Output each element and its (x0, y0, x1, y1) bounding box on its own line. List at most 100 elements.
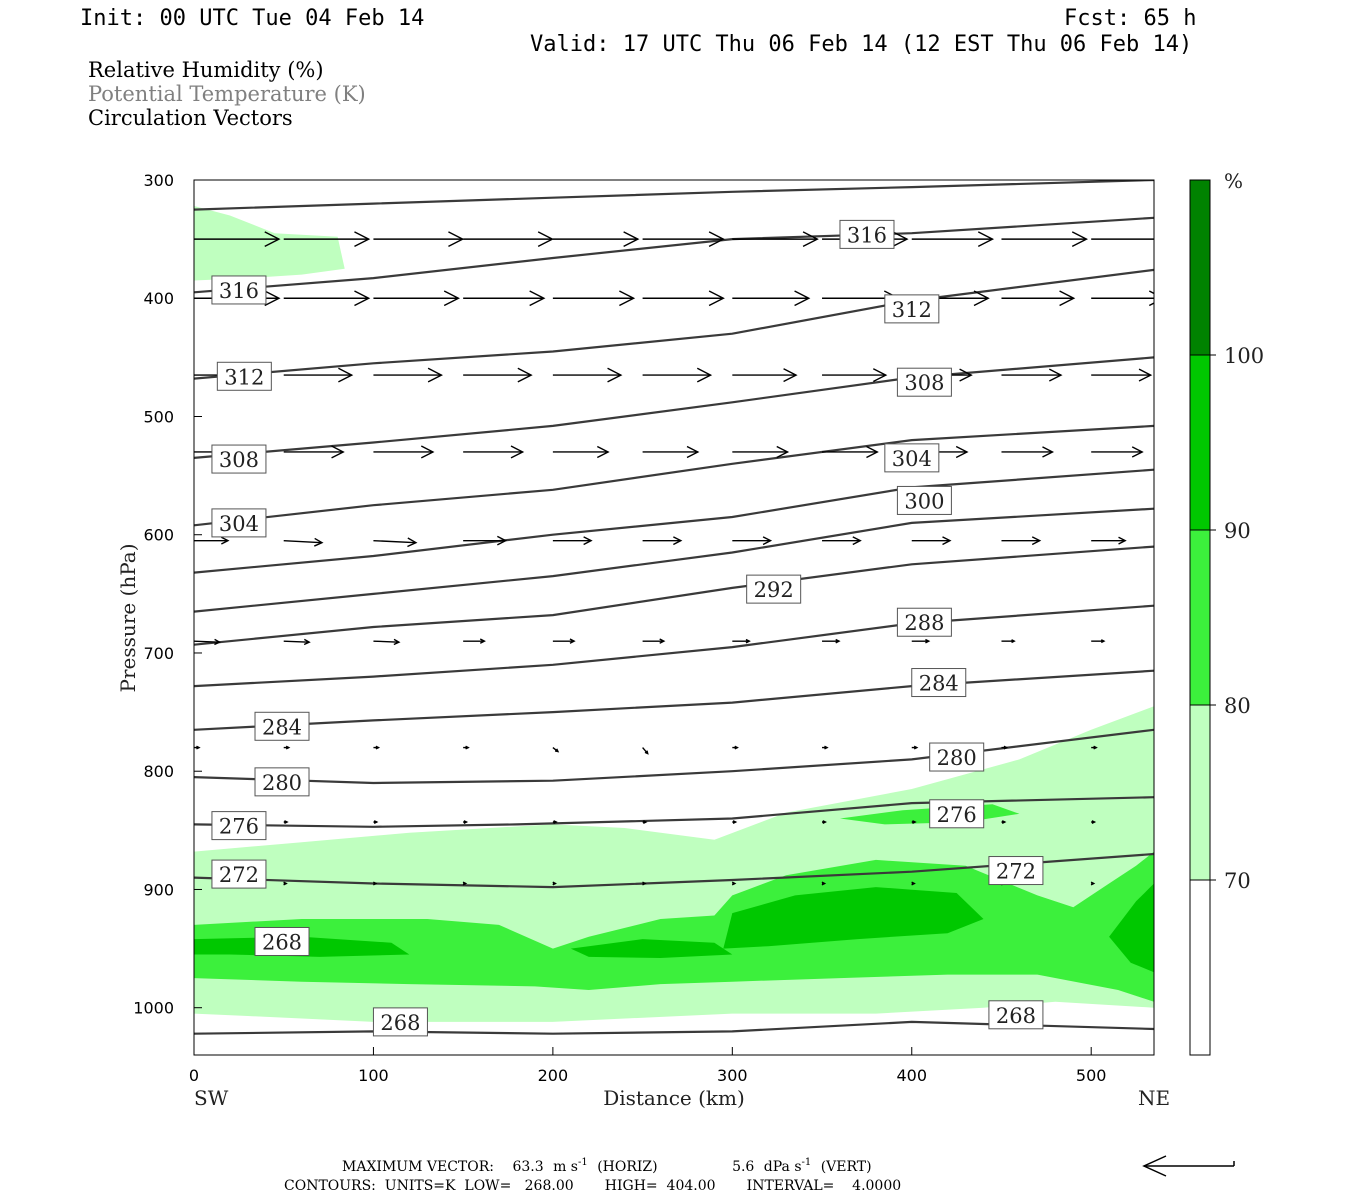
vector-arrow (373, 638, 401, 646)
vector-head (776, 445, 790, 459)
vector-arrow (463, 445, 525, 459)
colorbar-unit: % (1224, 169, 1243, 193)
vector-head (465, 745, 470, 750)
vector-arrow (822, 820, 827, 825)
contour-label-text: 268 (262, 930, 302, 954)
vector-head (284, 820, 289, 825)
contour-label-box (896, 485, 952, 515)
vector-head (553, 820, 558, 825)
contour-label-text: 292 (754, 578, 794, 602)
vector-head (1048, 368, 1063, 382)
init-time: Init: 00 UTC Tue 04 Feb 14 (80, 6, 425, 31)
vector-head (554, 748, 560, 753)
contour-label-box (211, 859, 267, 889)
vector-arrow (642, 445, 700, 459)
contour-label-text: 268 (996, 1004, 1036, 1028)
vector-head (448, 231, 465, 248)
vector-head (1090, 881, 1096, 886)
colorbar-level-label: 100 (1224, 344, 1264, 368)
contour-label: 288 (896, 607, 952, 637)
vector-head (407, 537, 418, 548)
contour-label-box (988, 1000, 1044, 1030)
vector-arrow (732, 445, 790, 459)
vector-arrow (911, 881, 916, 886)
contour-label-text: 276 (219, 815, 259, 839)
contour-label-box (884, 443, 940, 473)
vector-head (214, 638, 222, 646)
vector-shaft (283, 539, 323, 544)
vector-arrow (552, 231, 640, 248)
rh-region-90 (723, 887, 984, 949)
x-axis-label: Distance (km) (603, 1086, 745, 1110)
y-tick-label: 700 (143, 644, 174, 663)
x-tick-label: 200 (538, 1066, 569, 1085)
vector-head (331, 445, 345, 459)
contour-label-box (372, 1007, 428, 1037)
contour-label: 300 (896, 485, 952, 515)
contour-label: 280 (929, 742, 985, 772)
contour-label: 304 (884, 443, 940, 473)
y-tick-label: 800 (143, 762, 174, 781)
x-tick-label: 100 (358, 1066, 389, 1085)
contour-label-text: 276 (937, 803, 977, 827)
vector-head (529, 290, 546, 307)
vector-arrow (642, 638, 666, 644)
vector-arrow (194, 638, 222, 646)
vector-arrow (463, 367, 533, 383)
colorbar-swatch (1189, 704, 1211, 881)
vector-head (303, 638, 311, 646)
contour-label-text: 288 (904, 611, 944, 635)
vector-head (596, 445, 610, 459)
vector-head (373, 820, 379, 825)
vector-arrow (283, 638, 311, 646)
contour-label-text: 312 (892, 298, 932, 322)
vector-arrow (1091, 238, 1154, 240)
vector-arrow (642, 820, 648, 825)
plot-frame (193, 179, 1155, 1056)
vector-arrow (372, 881, 378, 886)
vector-arrow (642, 290, 725, 307)
colorbar-level-label: 70 (1224, 869, 1251, 893)
vector-arrow (1091, 745, 1098, 750)
theta-contour-308 (194, 356, 1154, 459)
contour-label: 268 (988, 1000, 1044, 1030)
vector-head (872, 368, 888, 383)
vector-head (354, 231, 371, 248)
vector-head (912, 820, 917, 825)
vector-head (866, 445, 879, 459)
vector-head (619, 290, 636, 307)
theta-contour-268 (194, 1020, 1154, 1035)
humidity-shading (194, 206, 1154, 1022)
vector-arrow (194, 231, 281, 248)
vector-arrow (732, 536, 773, 546)
vector-arrow (642, 367, 713, 383)
x-tick-label: 300 (717, 1066, 748, 1085)
vector-arrow (1001, 639, 1016, 644)
contour-label-text: 268 (380, 1011, 420, 1035)
vector-head (463, 820, 469, 825)
vector-head (372, 881, 378, 886)
vector-arrow (822, 745, 829, 750)
vector-head (821, 881, 827, 886)
vector-arrow (1001, 446, 1055, 458)
vector-arrow (642, 231, 725, 248)
y-tick-label: 1000 (133, 999, 174, 1018)
vector-arrow (1091, 820, 1097, 825)
vector-head (802, 231, 819, 248)
vector-head (745, 638, 751, 644)
vector-head (285, 745, 291, 750)
valid-time: Valid: 17 UTC Thu 06 Feb 14 (12 EST Thu … (530, 32, 1193, 57)
vector-head (973, 290, 990, 307)
vector-arrow (821, 881, 827, 886)
colorbar-level-label: 90 (1224, 519, 1251, 543)
vector-arrow (1091, 639, 1106, 644)
contour-label: 268 (372, 1007, 428, 1037)
vector-head (1138, 368, 1153, 382)
vector-arrow (552, 820, 558, 825)
contour-label: 304 (211, 508, 267, 538)
field-label-theta: Potential Temperature (K) (88, 82, 366, 106)
vector-head (642, 881, 647, 886)
contour-label-box (211, 444, 267, 474)
contour-label: 312 (884, 294, 940, 324)
vector-head (1093, 745, 1098, 750)
